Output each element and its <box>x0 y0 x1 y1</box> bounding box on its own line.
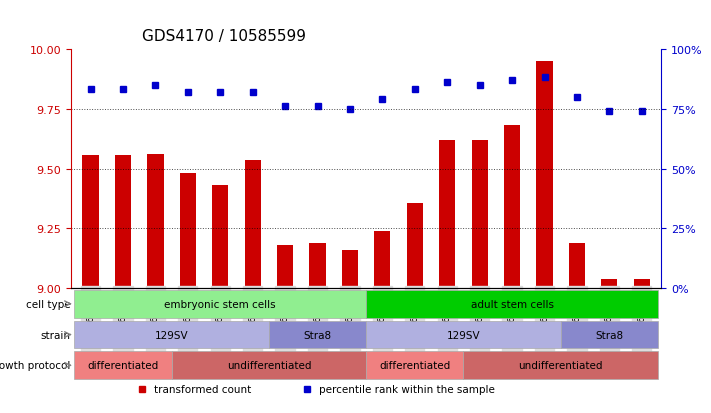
Bar <box>245 161 261 289</box>
Bar <box>536 62 552 289</box>
FancyBboxPatch shape <box>269 321 366 349</box>
FancyBboxPatch shape <box>561 321 658 349</box>
Bar <box>439 140 455 289</box>
FancyBboxPatch shape <box>75 290 366 318</box>
Bar <box>277 246 293 289</box>
FancyBboxPatch shape <box>464 351 658 379</box>
Bar <box>309 243 326 289</box>
Text: differentiated: differentiated <box>87 361 159 370</box>
Text: transformed count: transformed count <box>154 384 251 394</box>
Text: GDS4170 / 10585599: GDS4170 / 10585599 <box>142 29 306 44</box>
FancyBboxPatch shape <box>75 321 269 349</box>
FancyBboxPatch shape <box>366 321 561 349</box>
Text: 129SV: 129SV <box>447 330 480 340</box>
Bar <box>374 231 390 289</box>
Bar <box>180 174 196 289</box>
Text: growth protocol: growth protocol <box>0 361 70 370</box>
Bar <box>342 250 358 289</box>
FancyBboxPatch shape <box>366 290 658 318</box>
Text: percentile rank within the sample: percentile rank within the sample <box>319 384 495 394</box>
Text: undifferentiated: undifferentiated <box>518 361 603 370</box>
FancyBboxPatch shape <box>75 351 171 379</box>
Text: Stra8: Stra8 <box>304 330 331 340</box>
Bar <box>115 156 131 289</box>
Bar <box>634 279 650 289</box>
Text: embryonic stem cells: embryonic stem cells <box>164 299 276 309</box>
FancyBboxPatch shape <box>171 351 366 379</box>
Bar <box>504 126 520 289</box>
Text: cell type: cell type <box>26 299 70 309</box>
Bar <box>471 140 488 289</box>
Bar <box>569 243 585 289</box>
Bar <box>407 204 423 289</box>
Text: undifferentiated: undifferentiated <box>227 361 311 370</box>
Bar <box>147 154 164 289</box>
Text: strain: strain <box>41 330 70 340</box>
FancyBboxPatch shape <box>366 351 464 379</box>
Bar <box>82 155 99 289</box>
Text: Stra8: Stra8 <box>595 330 624 340</box>
Text: differentiated: differentiated <box>379 361 451 370</box>
Bar <box>212 186 228 289</box>
Bar <box>602 279 617 289</box>
Text: adult stem cells: adult stem cells <box>471 299 554 309</box>
Text: 129SV: 129SV <box>155 330 188 340</box>
